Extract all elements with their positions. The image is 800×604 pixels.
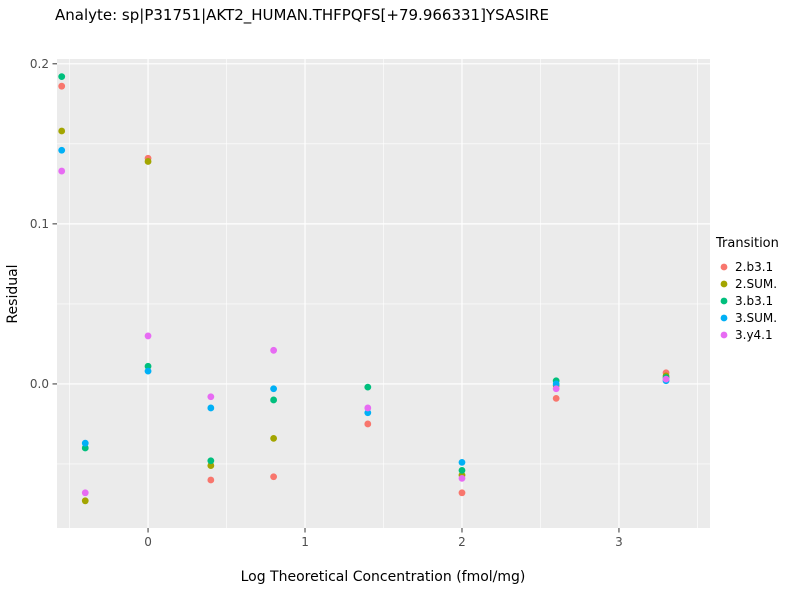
x-tick-label: 0	[144, 535, 152, 549]
data-point-3.y4.1	[458, 474, 466, 482]
legend-swatch	[720, 331, 728, 339]
x-axis-label: Log Theoretical Concentration (fmol/mg)	[241, 569, 526, 585]
legend-title: Transition	[715, 236, 779, 251]
data-point-2.b3.1	[58, 82, 66, 90]
legend-swatch	[720, 280, 728, 288]
y-tick-label: 0.2	[30, 57, 49, 71]
data-point-3.y4.1	[364, 404, 372, 412]
data-point-3.y4.1	[270, 346, 278, 354]
data-point-3.b3.1	[81, 444, 89, 452]
data-points	[58, 73, 670, 505]
data-point-3.b3.1	[58, 73, 66, 81]
data-point-3.y4.1	[144, 332, 152, 340]
data-point-3.SUM.	[270, 385, 278, 393]
plot-panel	[57, 59, 710, 528]
data-point-3.b3.1	[144, 362, 152, 370]
data-point-3.y4.1	[58, 167, 66, 175]
chart-title: Analyte: sp|P31751|AKT2_HUMAN.THFPQFS[+7…	[55, 6, 549, 25]
data-point-3.y4.1	[207, 393, 215, 401]
data-point-3.y4.1	[552, 385, 560, 393]
data-point-2.b3.1	[270, 473, 278, 481]
data-point-2.b3.1	[364, 420, 372, 428]
data-point-2.SUM.	[81, 497, 89, 505]
data-point-2.SUM.	[144, 158, 152, 165]
legend-label: 2.b3.1	[735, 260, 773, 274]
y-tick-label: 0.0	[30, 377, 49, 391]
data-point-3.b3.1	[270, 396, 278, 404]
data-point-3.SUM.	[58, 146, 66, 154]
data-point-3.b3.1	[458, 466, 466, 474]
x-tick-label: 2	[458, 535, 466, 549]
legend-label: 3.b3.1	[735, 294, 773, 308]
data-point-2.b3.1	[552, 394, 560, 402]
data-point-2.b3.1	[207, 476, 215, 484]
data-point-3.SUM.	[81, 439, 89, 447]
legend-label: 3.y4.1	[735, 328, 773, 342]
data-point-3.SUM.	[458, 458, 466, 466]
legend-swatch	[720, 314, 728, 322]
legend: Transition 2.b3.1 2.SUM. 3.b3.1 3.SUM. 3.y4.…	[715, 236, 779, 342]
data-point-3.SUM.	[144, 367, 152, 375]
x-tick-label: 1	[301, 535, 309, 549]
data-point-3.b3.1	[207, 457, 215, 465]
data-point-2.SUM.	[58, 127, 66, 135]
data-point-2.b3.1	[458, 489, 466, 497]
data-point-3.y4.1	[662, 375, 670, 383]
data-point-2.SUM.	[207, 462, 215, 469]
y-axis-label: Residual	[5, 264, 21, 323]
x-tick-label: 3	[615, 535, 623, 549]
legend-swatch	[720, 297, 728, 305]
y-tick-label: 0.1	[30, 217, 49, 231]
legend-label: 3.SUM.	[735, 311, 777, 325]
data-point-3.SUM.	[364, 409, 372, 417]
axes: 0 1 2 3 0.0 0.1 0.2	[30, 57, 623, 549]
legend-label: 2.SUM.	[735, 277, 777, 291]
data-point-3.SUM.	[552, 380, 560, 388]
data-point-3.SUM.	[207, 404, 215, 412]
data-point-3.b3.1	[364, 383, 372, 391]
data-point-3.y4.1	[81, 489, 89, 497]
data-point-2.SUM.	[270, 434, 278, 442]
legend-swatch	[720, 263, 728, 271]
